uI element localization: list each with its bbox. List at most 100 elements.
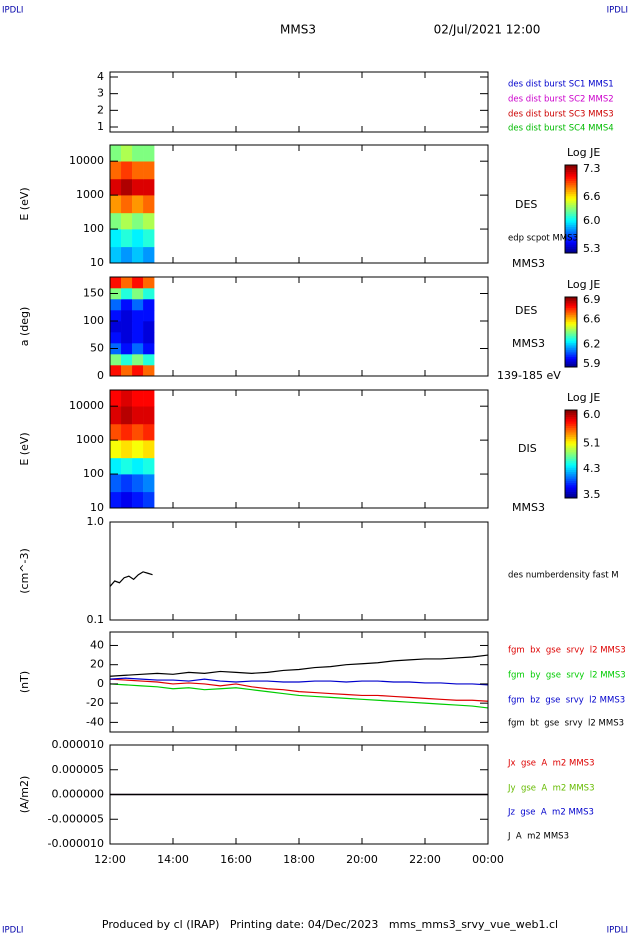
y-axis-label: a (deg) bbox=[18, 307, 31, 347]
colorbar-step bbox=[565, 432, 577, 435]
series-line bbox=[109, 571, 153, 587]
colorbar-step bbox=[565, 312, 577, 315]
colorbar-tick-label: 5.3 bbox=[583, 242, 601, 255]
colorbar-step bbox=[565, 246, 577, 250]
annotation: DES bbox=[515, 304, 537, 317]
x-tick-label: 20:00 bbox=[346, 853, 378, 866]
colorbar-step bbox=[565, 318, 577, 321]
heatmap-cell bbox=[132, 178, 144, 196]
x-tick-label: 12:00 bbox=[94, 853, 126, 866]
heatmap-cell bbox=[132, 212, 144, 230]
heatmap-cell bbox=[132, 354, 144, 366]
legend-entry: Jy gse A m2 MMS3 bbox=[507, 784, 594, 794]
colorbar-step bbox=[565, 346, 577, 349]
x-tick-label: 22:00 bbox=[409, 853, 441, 866]
heatmap-cell bbox=[121, 474, 133, 493]
colorbar-step bbox=[565, 237, 577, 241]
heatmap-cell bbox=[121, 321, 133, 333]
colorbar-step bbox=[565, 365, 577, 368]
colorbar-step bbox=[565, 340, 577, 343]
colorbar-step bbox=[565, 307, 577, 310]
annotation: edp scpot MMS3 bbox=[508, 234, 578, 244]
colorbar-step bbox=[565, 228, 577, 232]
logo: IPDLI bbox=[2, 6, 23, 16]
heatmap-cell bbox=[143, 343, 155, 355]
heatmap-cell bbox=[132, 229, 144, 248]
colorbar-label: Log JE bbox=[567, 278, 600, 291]
y-tick-label: 10 bbox=[90, 256, 104, 269]
colorbar-step bbox=[565, 239, 577, 243]
legend-entry: fgm bt gse srvy l2 MMS3 bbox=[508, 719, 624, 729]
colorbar-step bbox=[565, 328, 577, 331]
colorbar-step bbox=[565, 224, 577, 228]
colorbar-tick-label: 3.5 bbox=[583, 488, 601, 501]
y-tick-label: 4 bbox=[97, 70, 104, 83]
annotation: DES bbox=[515, 198, 537, 211]
heatmap-cell bbox=[110, 406, 122, 425]
y-tick-label: 0.000010 bbox=[52, 738, 105, 751]
legend-entry: des dist burst SC3 MMS3 bbox=[508, 110, 614, 120]
y-tick-label: 1000 bbox=[76, 433, 104, 446]
colorbar-label: Log JE bbox=[567, 146, 600, 159]
series-line bbox=[109, 677, 489, 686]
colorbar-step bbox=[565, 425, 577, 429]
colorbar-step bbox=[565, 297, 577, 300]
heatmap-cell bbox=[143, 332, 155, 344]
legend-entry: des numberdensity fast M bbox=[508, 571, 619, 581]
heatmap-cell bbox=[121, 457, 133, 475]
colorbar-step bbox=[565, 361, 577, 364]
y-tick-label: 1 bbox=[97, 120, 104, 133]
colorbar-tick-label: 6.0 bbox=[583, 214, 601, 227]
colorbar-step bbox=[565, 440, 577, 444]
colorbar-step bbox=[565, 321, 577, 324]
heatmap-cell bbox=[143, 161, 155, 180]
y-tick-label: -0.000005 bbox=[48, 812, 104, 825]
colorbar-step bbox=[565, 217, 577, 221]
heatmap-cell bbox=[121, 354, 133, 366]
y-tick-label: 2 bbox=[97, 103, 104, 116]
colorbar-step bbox=[565, 195, 577, 199]
colorbar-tick-label: 4.3 bbox=[583, 462, 601, 475]
colorbar-step bbox=[565, 495, 577, 499]
heatmap-cell bbox=[110, 310, 122, 322]
colorbar-step bbox=[565, 333, 577, 336]
heatmap-cell bbox=[121, 145, 133, 162]
heatmap-cell bbox=[132, 390, 144, 407]
x-tick-label: 00:00 bbox=[472, 853, 504, 866]
colorbar-step bbox=[565, 421, 577, 424]
heatmap-cell bbox=[132, 195, 144, 214]
colorbar-step bbox=[565, 480, 577, 484]
heatmap-cell bbox=[132, 406, 144, 425]
colorbar-step bbox=[565, 323, 577, 326]
colorbar-step bbox=[565, 244, 577, 247]
colorbar-step bbox=[565, 456, 577, 459]
heatmap-cell bbox=[132, 246, 144, 264]
y-tick-label: 10 bbox=[90, 501, 104, 514]
y-tick-label: 100 bbox=[83, 222, 104, 235]
colorbar-step bbox=[565, 222, 577, 225]
colorbar-step bbox=[565, 302, 577, 305]
heatmap-cell bbox=[121, 277, 133, 289]
colorbar-step bbox=[565, 358, 577, 361]
y-tick-label: 0 bbox=[97, 677, 104, 690]
colorbar-step bbox=[565, 429, 577, 433]
y-tick-label: 3 bbox=[97, 87, 104, 100]
colorbar-step bbox=[565, 182, 577, 186]
panel-frame bbox=[109, 521, 489, 621]
heatmap-cell bbox=[110, 299, 122, 311]
colorbar-step bbox=[565, 414, 577, 418]
colorbar-tick-label: 6.9 bbox=[583, 293, 601, 306]
heatmap-cell bbox=[110, 457, 122, 475]
panel-frame bbox=[109, 71, 489, 133]
annotation: 139-185 eV bbox=[497, 369, 561, 382]
colorbar-step bbox=[565, 316, 577, 319]
colorbar-step bbox=[565, 436, 577, 440]
y-tick-label: 150 bbox=[83, 287, 104, 300]
legend-entry: des dist burst SC1 MMS1 bbox=[508, 80, 614, 90]
heatmap-cell bbox=[110, 390, 122, 407]
colorbar-step bbox=[565, 339, 577, 342]
series-line bbox=[109, 683, 489, 709]
colorbar-step bbox=[565, 298, 577, 301]
legend-entry: Jz gse A m2 MMS3 bbox=[507, 808, 594, 818]
y-axis-label: E (eV) bbox=[18, 432, 31, 465]
